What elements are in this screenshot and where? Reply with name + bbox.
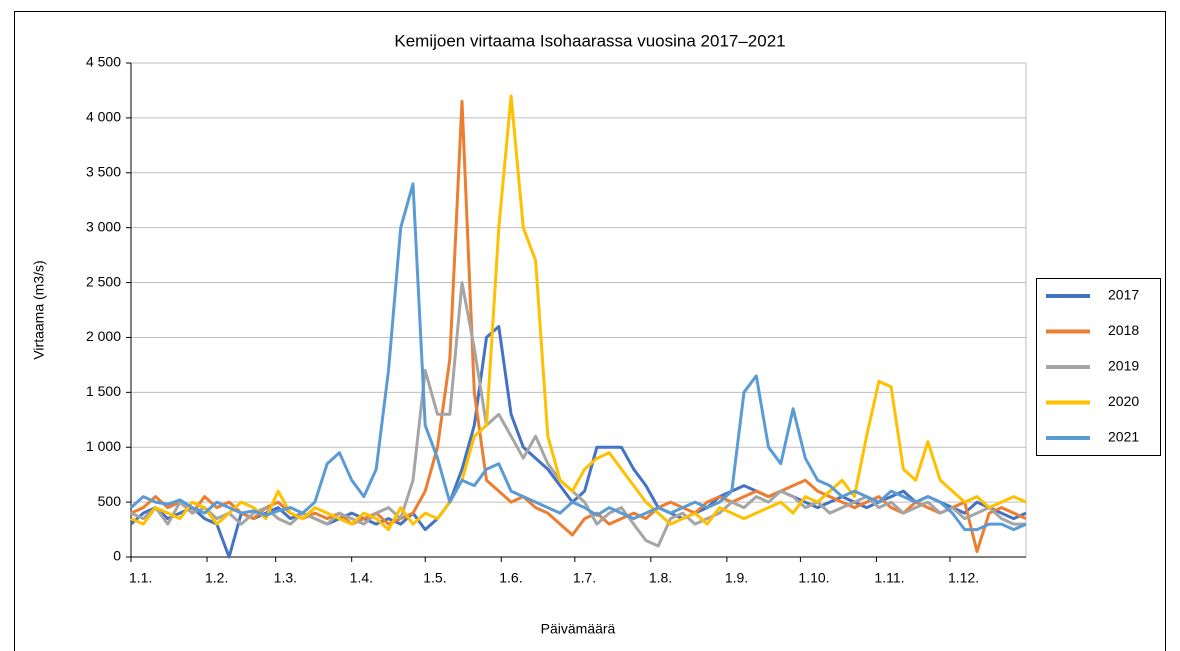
- x-tick-label: 1.10.: [798, 570, 829, 586]
- legend-label: 2018: [1108, 322, 1139, 338]
- y-tick-label: 1 500: [86, 383, 121, 399]
- y-tick-label: 1 000: [86, 438, 121, 454]
- legend-label: 2019: [1108, 358, 1139, 374]
- legend-label: 2020: [1108, 393, 1139, 409]
- series-line: [130, 182, 1027, 532]
- y-tick-label: 0: [113, 548, 121, 564]
- x-tick-label: 1.4.: [350, 570, 373, 586]
- chart-frame: [14, 11, 1166, 651]
- x-tick-label: 1.5.: [423, 570, 446, 586]
- series-line: [130, 94, 1027, 532]
- y-tick-label: 3 000: [86, 218, 121, 234]
- legend-label: 2017: [1108, 287, 1139, 303]
- x-tick-label: 1.9.: [725, 570, 748, 586]
- x-tick-label: 1.2.: [205, 570, 228, 586]
- legend-label: 2021: [1108, 429, 1139, 445]
- y-tick-label: 4 000: [86, 109, 121, 125]
- y-tick-label: 2 000: [86, 328, 121, 344]
- x-tick-label: 1.7.: [573, 570, 596, 586]
- x-tick-label: 1.12.: [948, 570, 979, 586]
- x-axis-label: Päivämäärä: [541, 621, 616, 637]
- y-tick-label: 4 500: [86, 54, 121, 70]
- series-line: [130, 281, 1026, 548]
- series-line: [130, 99, 1027, 553]
- x-tick-label: 1.11.: [874, 570, 904, 586]
- y-tick-label: 2 500: [86, 273, 121, 289]
- x-tick-label: 1.8.: [649, 570, 672, 586]
- x-tick-label: 1.3.: [274, 570, 297, 586]
- y-axis-label: Virtaama (m3/s): [31, 260, 47, 359]
- chart-title: Kemijoen virtaama Isohaarassa vuosina 20…: [394, 31, 785, 50]
- y-tick-label: 3 500: [86, 163, 121, 179]
- y-tick-label: 500: [98, 493, 122, 509]
- x-tick-label: 1.6.: [499, 570, 522, 586]
- x-tick-label: 1.1.: [129, 570, 152, 586]
